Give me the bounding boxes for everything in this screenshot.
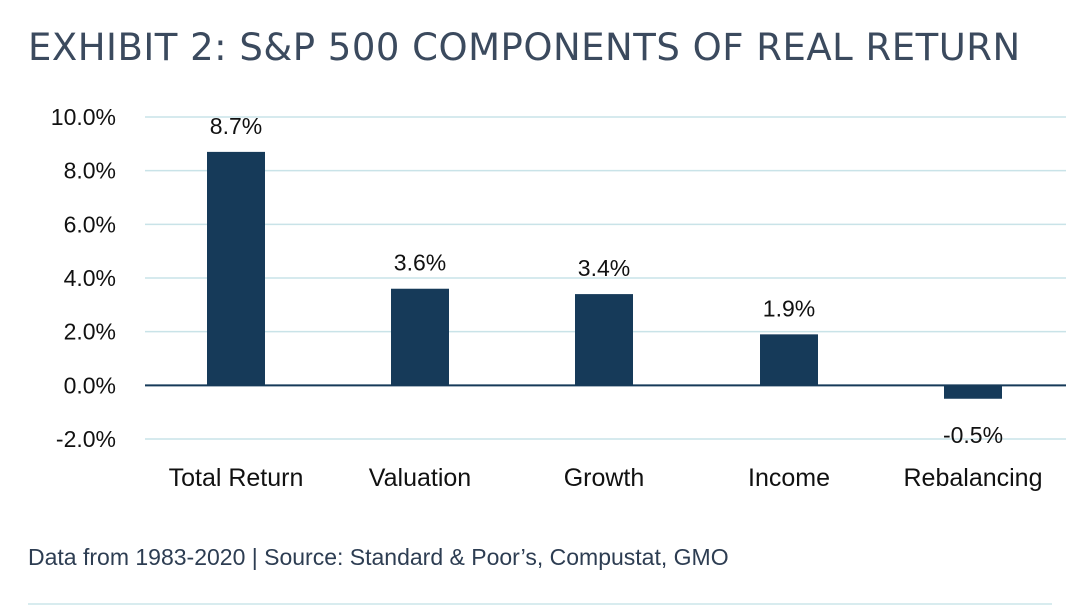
y-tick-label: 0.0%	[64, 372, 116, 398]
y-tick-label: 8.0%	[64, 158, 116, 184]
chart-title: EXHIBIT 2: S&P 500 COMPONENTS OF REAL RE…	[28, 26, 1021, 69]
x-tick-label: Growth	[564, 464, 645, 492]
bar-chart: 10.0% 8.0% 6.0% 4.0% 2.0% 0.0% -2.0% 8.7% Total …	[51, 104, 1066, 492]
bar	[944, 385, 1002, 399]
bar	[207, 151, 265, 386]
x-tick-label: Rebalancing	[904, 464, 1043, 492]
bar	[760, 334, 818, 386]
bar	[575, 294, 633, 386]
x-tick-label: Valuation	[369, 464, 471, 492]
data-label: -0.5%	[943, 422, 1003, 448]
bar	[391, 288, 449, 386]
y-tick-label: 10.0%	[51, 104, 116, 130]
data-label: 3.4%	[578, 255, 630, 281]
y-tick-label: 4.0%	[64, 265, 116, 291]
source-note: Data from 1983-2020 | Source: Standard &…	[28, 544, 729, 570]
data-label: 3.6%	[394, 250, 446, 276]
data-label: 8.7%	[210, 113, 262, 139]
y-tick-label: -2.0%	[56, 426, 116, 452]
y-tick-label: 2.0%	[64, 319, 116, 345]
y-tick-label: 6.0%	[64, 211, 116, 237]
bottom-divider	[28, 603, 1052, 605]
x-tick-label: Income	[748, 464, 830, 492]
data-label: 1.9%	[763, 295, 815, 321]
x-tick-label: Total Return	[169, 464, 304, 492]
